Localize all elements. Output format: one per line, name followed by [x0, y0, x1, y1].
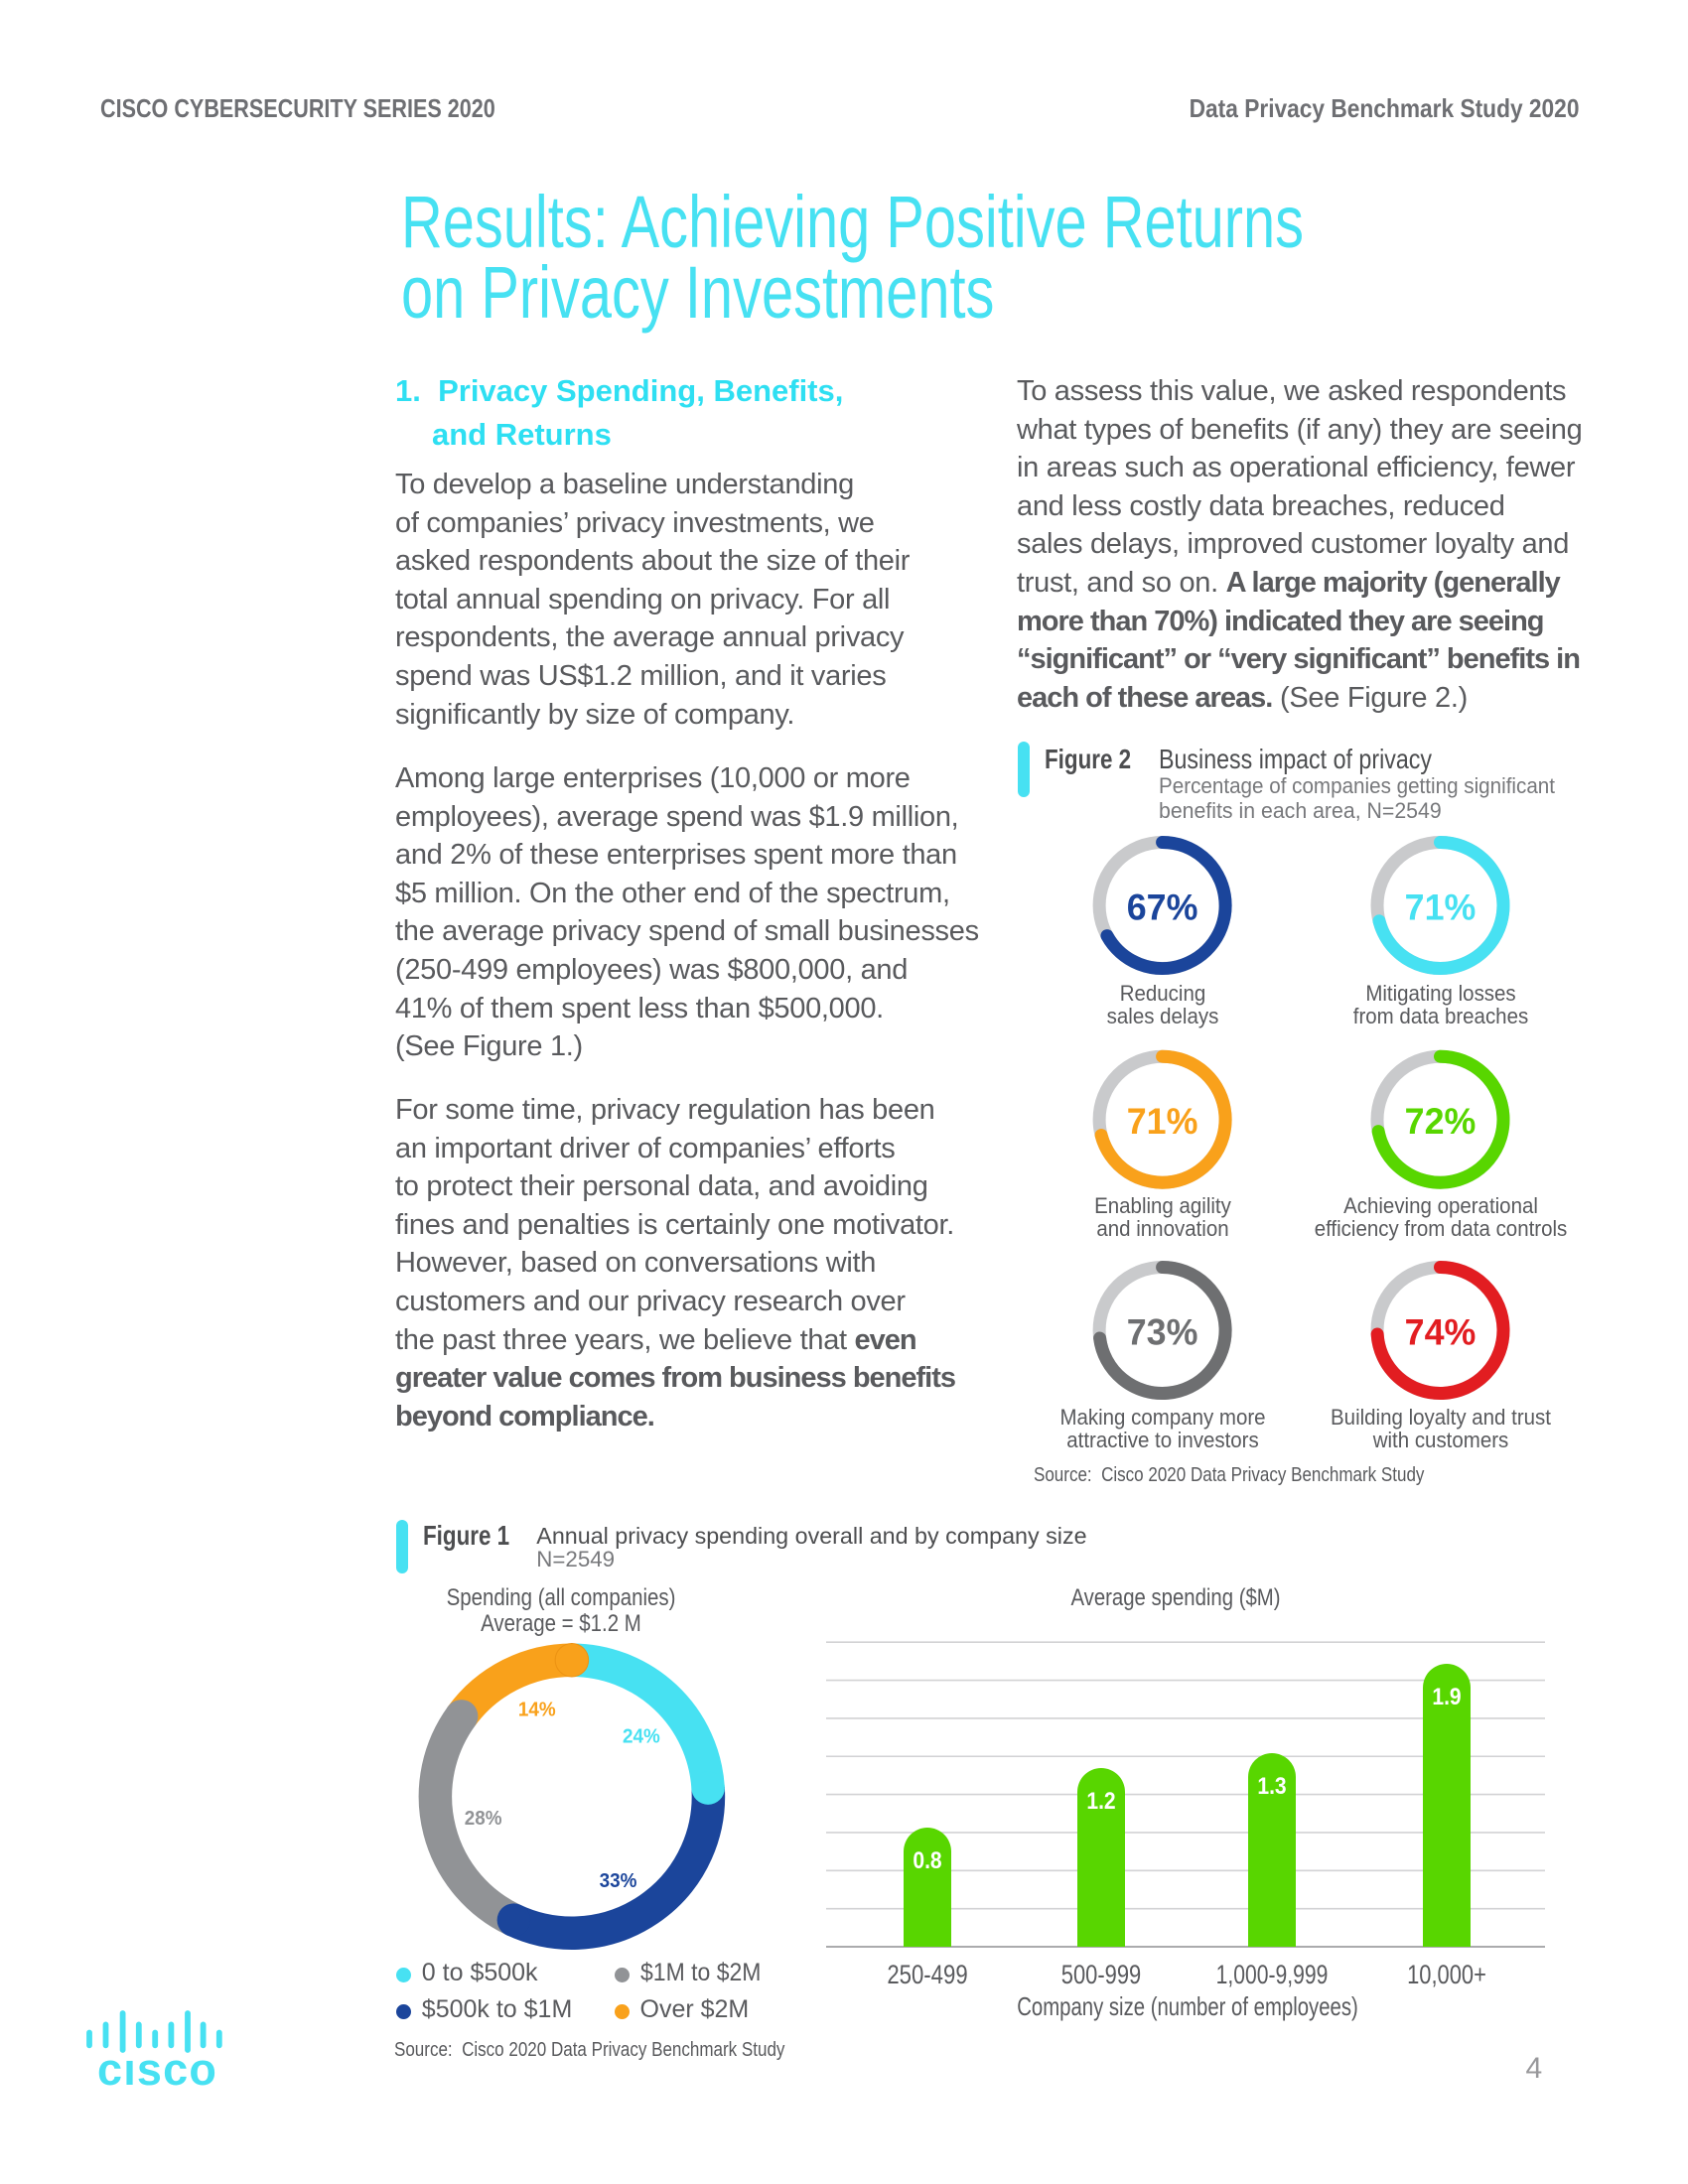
- svg-text:33%: 33%: [600, 1869, 637, 1892]
- svg-text:0.8: 0.8: [913, 1847, 941, 1874]
- svg-text:1.9: 1.9: [1432, 1684, 1461, 1710]
- svg-text:250-499: 250-499: [887, 1961, 967, 1989]
- svg-text:74%: 74%: [1405, 1311, 1477, 1353]
- svg-text:67%: 67%: [1127, 887, 1198, 928]
- svg-text:cısco: cısco: [97, 2044, 217, 2095]
- svg-text:72%: 72%: [1405, 1101, 1477, 1143]
- svg-text:14%: 14%: [518, 1699, 556, 1721]
- svg-text:1,000-9,999: 1,000-9,999: [1216, 1961, 1329, 1990]
- svg-text:24%: 24%: [623, 1725, 660, 1748]
- svg-text:1.2: 1.2: [1086, 1788, 1115, 1815]
- svg-text:71%: 71%: [1405, 887, 1477, 928]
- svg-text:10,000+: 10,000+: [1407, 1961, 1486, 1989]
- svg-text:1.3: 1.3: [1257, 1773, 1286, 1800]
- svg-text:73%: 73%: [1127, 1311, 1198, 1353]
- svg-text:71%: 71%: [1127, 1101, 1198, 1143]
- svg-text:28%: 28%: [465, 1807, 502, 1830]
- svg-text:500-999: 500-999: [1061, 1961, 1141, 1989]
